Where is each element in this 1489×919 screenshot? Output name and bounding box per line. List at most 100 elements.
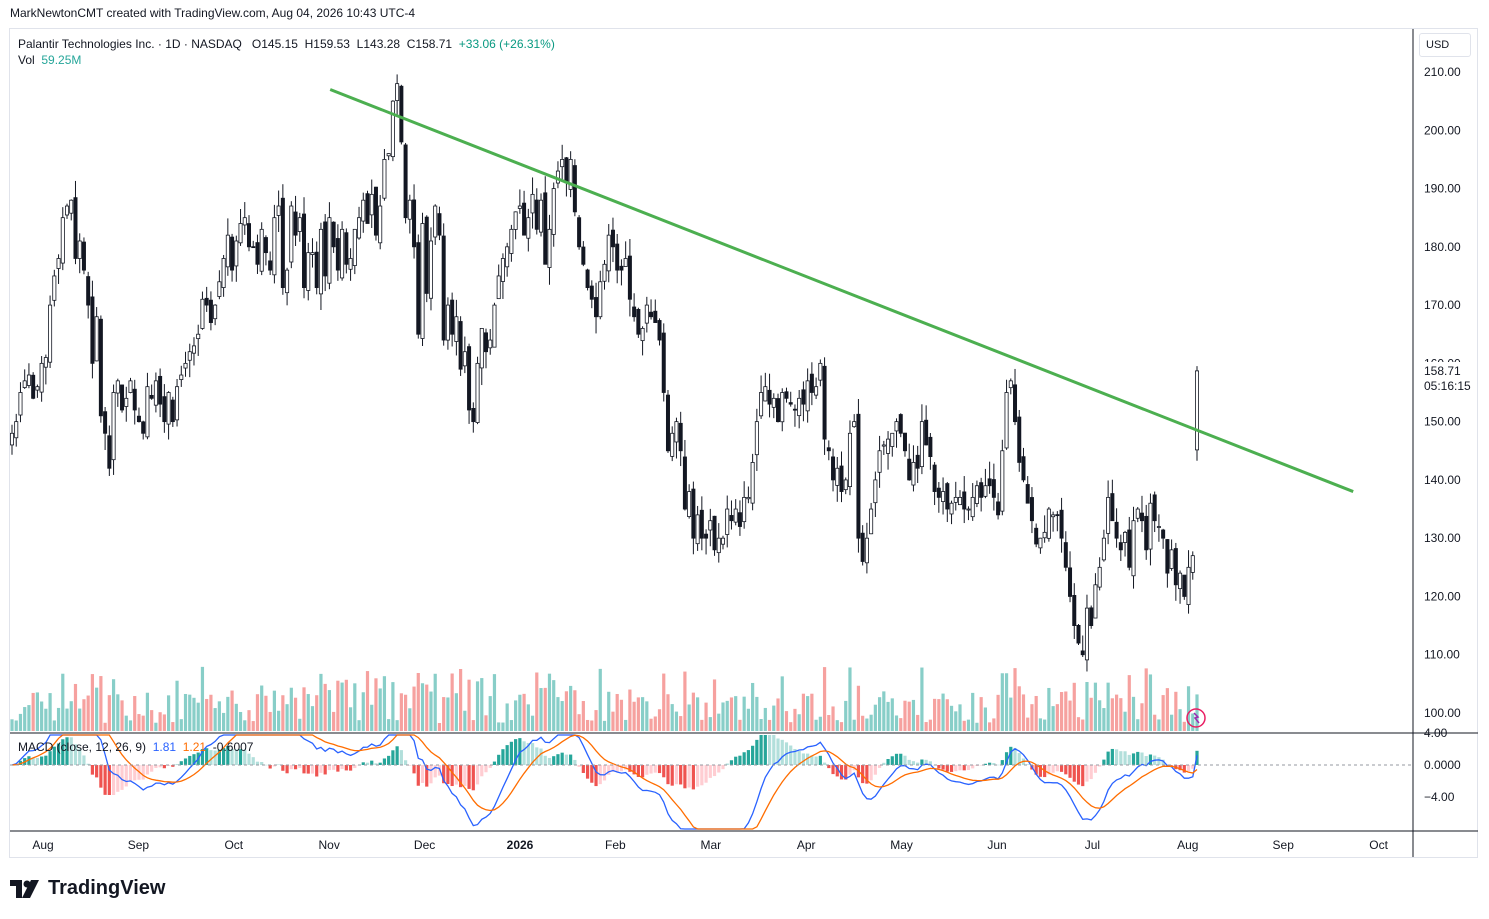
candle-body (577, 217, 582, 248)
candle-body (746, 496, 751, 500)
candle-body (898, 414, 903, 434)
macd-histogram-bar (861, 765, 865, 784)
candle-body (115, 380, 120, 394)
macd-histogram-bar (382, 758, 387, 765)
macd-histogram-bar (48, 751, 52, 765)
macd-histogram-bar (594, 765, 598, 787)
candle-body (217, 281, 222, 297)
macd-histogram-bar (873, 765, 877, 775)
macd-histogram-bar (683, 765, 687, 789)
volume-bar (425, 684, 429, 731)
candle-body (1118, 542, 1123, 551)
macd-histogram-bar (530, 743, 535, 765)
currency-selector[interactable]: USD (1419, 33, 1471, 57)
symbol-title[interactable]: Palantir Technologies Inc. · 1D · NASDAQ (18, 37, 242, 51)
macd-histogram-bar (962, 765, 966, 771)
volume-bar (95, 687, 99, 731)
sparkle-icon[interactable] (1186, 708, 1206, 728)
volume-bar (954, 711, 958, 731)
macd-histogram-bar (1034, 765, 1038, 775)
volume-bar (14, 720, 18, 731)
candle-body (234, 240, 239, 267)
volume-bar (763, 707, 767, 731)
macd-histogram-bar (1119, 751, 1123, 765)
macd-histogram-bar (40, 756, 44, 765)
macd-histogram-bar (471, 765, 475, 791)
volume-bar (18, 713, 23, 731)
candle-body (784, 391, 789, 399)
candle-body (636, 309, 641, 335)
macd-histogram-bar (27, 756, 31, 765)
volume-bar (645, 701, 649, 731)
macd-histogram-bar (1013, 747, 1017, 765)
candle-body (1017, 416, 1022, 463)
time-axis[interactable]: Aug Sep Oct Nov Dec 2026 Feb Mar Apr May Jun Jul Aug… (32, 838, 1388, 852)
volume-bar (983, 707, 987, 731)
macd-histogram-bar (738, 755, 742, 765)
volume-bar (205, 698, 209, 731)
candle-body (145, 386, 150, 438)
candle-body (1131, 520, 1136, 577)
candle-body (1013, 384, 1018, 423)
candle-body (170, 399, 175, 423)
volume-bar (1123, 711, 1127, 731)
candle-body (1021, 456, 1026, 481)
macd-histogram-bar (238, 749, 243, 765)
volume-bar (302, 687, 306, 731)
volume-bar (90, 674, 95, 731)
volume-bar (1072, 682, 1076, 731)
macd-histogram-bar (209, 750, 213, 765)
volume-bar (315, 695, 319, 731)
volume-bar (801, 693, 806, 731)
macd-line (11, 734, 1198, 830)
volume-bars (10, 666, 1199, 731)
macd-histogram-bar (344, 765, 348, 771)
macd-histogram-bar (1148, 754, 1153, 765)
macd-histogram-bar (801, 753, 806, 765)
candle-body (348, 258, 353, 270)
macd-histogram-bar (86, 763, 90, 765)
volume-bar (1182, 721, 1186, 731)
trendline[interactable] (329, 88, 1354, 493)
candle-body (1152, 494, 1157, 522)
tradingview-logo[interactable]: TradingView (10, 877, 165, 900)
candle-body (505, 246, 510, 268)
volume-bar (767, 719, 772, 731)
candle-body (560, 159, 565, 168)
macd-histogram-bar (649, 765, 653, 774)
candle-body (120, 384, 125, 411)
candle-body (22, 380, 27, 388)
candle-body (14, 421, 19, 439)
chart-attribution: MarkNewtonCMT created with TradingView.c… (10, 6, 416, 20)
candle-body (352, 228, 357, 266)
price-tick: 170.00 (1424, 298, 1461, 312)
volume-bar (437, 722, 442, 731)
candle-body (1034, 527, 1039, 545)
price-tick: 210.00 (1424, 65, 1461, 79)
macd-histogram-bar (433, 765, 437, 778)
candle-body (890, 432, 895, 447)
macd-histogram-bar (886, 759, 890, 765)
candle-body (390, 100, 395, 158)
macd-histogram-bar (1081, 765, 1085, 787)
chart-frame (9, 28, 1478, 858)
candle-body (958, 496, 963, 506)
macd-histogram-bar (332, 765, 336, 770)
volume-bar (547, 673, 552, 731)
macd-histogram-bar (200, 749, 205, 765)
volume-bar (234, 703, 238, 731)
candle-body (128, 380, 133, 393)
volume-bar (357, 720, 361, 731)
candle-body (373, 186, 378, 236)
volume-bar (619, 699, 624, 731)
volume-bar (154, 722, 158, 731)
candle-body (35, 386, 40, 391)
macd-histogram-bar (1038, 765, 1043, 777)
macd-histogram-bar (628, 765, 632, 772)
volume-bar (518, 694, 522, 731)
candle-body (572, 165, 577, 213)
volume-bar (1186, 686, 1191, 731)
macd-histogram-bar (882, 762, 886, 765)
macd-histogram-bar (746, 750, 750, 765)
macd-params[interactable]: MACD (close, 12, 26, 9) (18, 740, 147, 754)
